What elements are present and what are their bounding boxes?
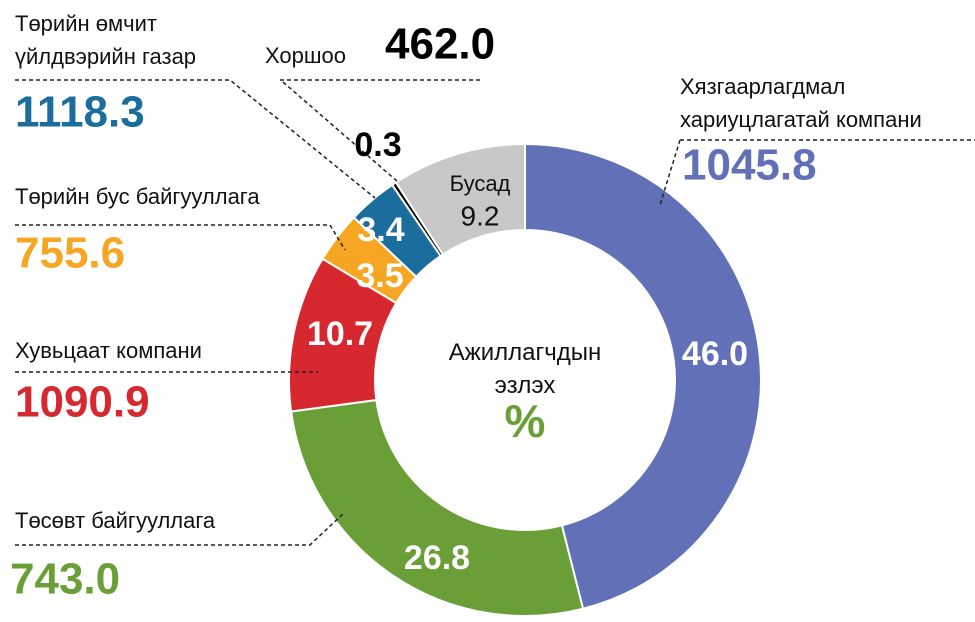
donut-segment — [524, 142, 762, 610]
leader-line — [280, 79, 480, 183]
center-label: Ажиллагчдын эзлэх — [449, 339, 602, 399]
category-label: Төрийн бус байгууллага — [15, 184, 260, 209]
donut-segment — [394, 142, 526, 256]
data-label: 9.2 — [461, 200, 500, 231]
amount-label: 743.0 — [10, 555, 120, 604]
category-label: Хязгаарлагдмал хариуцлагатай компани — [680, 74, 922, 132]
category-label: Хувьцаат компани — [15, 338, 202, 363]
leader-line — [15, 511, 346, 546]
category-label: Бусад — [450, 171, 511, 196]
amount-label: 755.6 — [15, 229, 125, 278]
amount-label: 1118.3 — [15, 88, 145, 137]
category-label: Төсөвт байгууллага — [15, 508, 216, 533]
category-label: Төрийн өмчит үйлдвэрийн газар — [15, 11, 196, 69]
leader-line — [15, 79, 376, 199]
donut-segment — [289, 398, 585, 617]
leader-line — [659, 139, 975, 206]
data-label: 10.7 — [307, 315, 373, 353]
category-label: Хоршоо — [265, 43, 346, 68]
data-label: 26.8 — [404, 539, 470, 577]
data-label: 3.4 — [357, 211, 404, 249]
amount-label: 1045.8 — [682, 141, 817, 190]
leader-line — [15, 224, 346, 251]
data-label: 0.3 — [354, 126, 401, 164]
data-label: 3.5 — [356, 257, 403, 295]
center-unit: % — [505, 395, 546, 447]
data-label: 46.0 — [682, 335, 748, 373]
amount-label: 462.0 — [385, 20, 495, 69]
amount-label: 1090.9 — [15, 378, 150, 427]
